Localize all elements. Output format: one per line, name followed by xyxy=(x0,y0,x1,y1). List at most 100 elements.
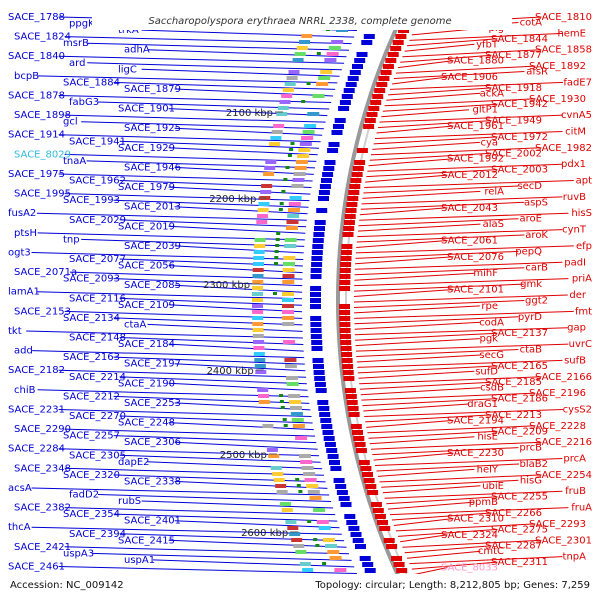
gene-label: adhA xyxy=(124,45,150,56)
gene-label: SACE_8033 xyxy=(441,563,498,574)
gene-label: priA xyxy=(572,274,592,285)
feature-stripe xyxy=(329,556,342,560)
gene-block-reverse xyxy=(377,520,388,525)
gene-block-forward xyxy=(310,322,322,327)
gene-block-forward xyxy=(335,484,347,489)
leader-line xyxy=(174,127,323,136)
feature-stripe xyxy=(286,76,298,80)
leader-line xyxy=(64,153,317,162)
gene-label: SACE_1824 xyxy=(14,32,71,43)
gene-label: padI xyxy=(564,257,586,268)
gene-block-reverse xyxy=(398,28,409,33)
leader-line xyxy=(119,415,313,424)
feature-stripe xyxy=(324,58,337,62)
gene-label: SACE_1929 xyxy=(118,143,175,154)
gene-block-reverse xyxy=(383,538,395,543)
gene-block-forward xyxy=(310,316,322,321)
feature-stripe xyxy=(302,568,314,572)
gene-block-reverse xyxy=(340,262,352,267)
feature-mark xyxy=(301,100,306,103)
feature-stripe xyxy=(254,364,266,368)
leader-line xyxy=(113,81,336,90)
gene-block-reverse xyxy=(370,502,382,507)
leader-line xyxy=(355,256,454,265)
feature-stripe xyxy=(298,454,311,458)
feature-stripe xyxy=(257,214,268,218)
feature-mark xyxy=(315,544,320,547)
feature-stripe xyxy=(283,262,295,266)
gene-label: SACE_1877 xyxy=(485,50,542,61)
feature-mark xyxy=(295,478,300,481)
gene-block-forward xyxy=(333,124,344,129)
gene-block-forward xyxy=(326,448,338,453)
feature-mark xyxy=(275,238,280,241)
gene-block-reverse xyxy=(341,352,353,357)
leader-line xyxy=(119,258,303,267)
gene-block-forward xyxy=(314,382,326,387)
leader-line xyxy=(381,479,519,488)
gene-block-reverse xyxy=(372,94,384,99)
feature-stripe xyxy=(298,148,311,152)
feature-stripe xyxy=(271,130,283,134)
leader-line xyxy=(354,305,480,314)
gene-label: SACE_2093 xyxy=(63,274,120,285)
gene-label: SACE_2029 xyxy=(69,215,126,226)
leader-line xyxy=(354,327,568,336)
gene-block-forward xyxy=(327,454,339,459)
feature-mark xyxy=(290,142,295,145)
leader-line xyxy=(64,114,326,123)
leader-line xyxy=(355,343,569,352)
feature-stripe xyxy=(254,238,266,242)
gene-block-reverse xyxy=(364,118,376,123)
feature-stripe xyxy=(300,460,313,464)
gene-block-reverse xyxy=(393,562,405,567)
feature-stripe xyxy=(288,70,300,74)
leader-line xyxy=(119,376,307,385)
gene-block-forward xyxy=(329,460,340,465)
gene-label: yfbT xyxy=(476,39,499,50)
leader-line xyxy=(58,409,312,417)
leader-line xyxy=(365,414,492,423)
gene-label: cynT xyxy=(562,225,587,236)
feature-stripe xyxy=(292,424,305,428)
feature-stripe xyxy=(325,544,338,548)
feature-stripe xyxy=(282,88,294,92)
gene-block-forward xyxy=(318,190,330,195)
gene-label: SACE_1858 xyxy=(535,45,592,56)
gene-label: hisG xyxy=(520,475,542,486)
leader-line xyxy=(414,567,448,575)
gene-block-reverse xyxy=(347,406,359,411)
gene-label: SACE_2284 xyxy=(8,444,65,455)
leader-line xyxy=(409,32,563,41)
feature-stripe xyxy=(289,400,302,404)
gene-label: SACE_2230 xyxy=(447,448,504,459)
gene-block-reverse xyxy=(351,172,363,177)
gene-block-forward xyxy=(320,418,332,423)
gene-label: prcA xyxy=(563,454,586,465)
feature-stripe xyxy=(265,160,277,164)
gene-label: SACE_2101 xyxy=(447,285,504,296)
gene-label: fadE7 xyxy=(563,77,592,88)
gene-label: SACE_2196 xyxy=(529,388,586,399)
gene-label: SACE_2382 xyxy=(14,503,71,514)
feature-stripe xyxy=(307,112,320,116)
gene-label: ppmB xyxy=(469,497,498,508)
gene-label: ackA xyxy=(480,88,504,99)
feature-stripe xyxy=(254,358,266,362)
leader-line xyxy=(369,152,492,161)
gene-block-forward xyxy=(338,496,350,501)
leader-line xyxy=(376,463,520,472)
feature-stripe xyxy=(253,256,265,260)
feature-stripe xyxy=(316,82,329,86)
gene-label: SACE_1898 xyxy=(14,110,71,121)
feature-stripe xyxy=(284,364,297,368)
gene-block-forward xyxy=(316,208,328,213)
gene-label: SACE_2214 xyxy=(69,372,126,383)
feature-stripe xyxy=(318,76,331,80)
gene-label: SACE_1901 xyxy=(118,104,175,115)
gene-block-forward xyxy=(315,388,327,393)
leader-line xyxy=(354,278,569,287)
leader-line xyxy=(372,447,519,456)
leader-line xyxy=(379,114,564,123)
